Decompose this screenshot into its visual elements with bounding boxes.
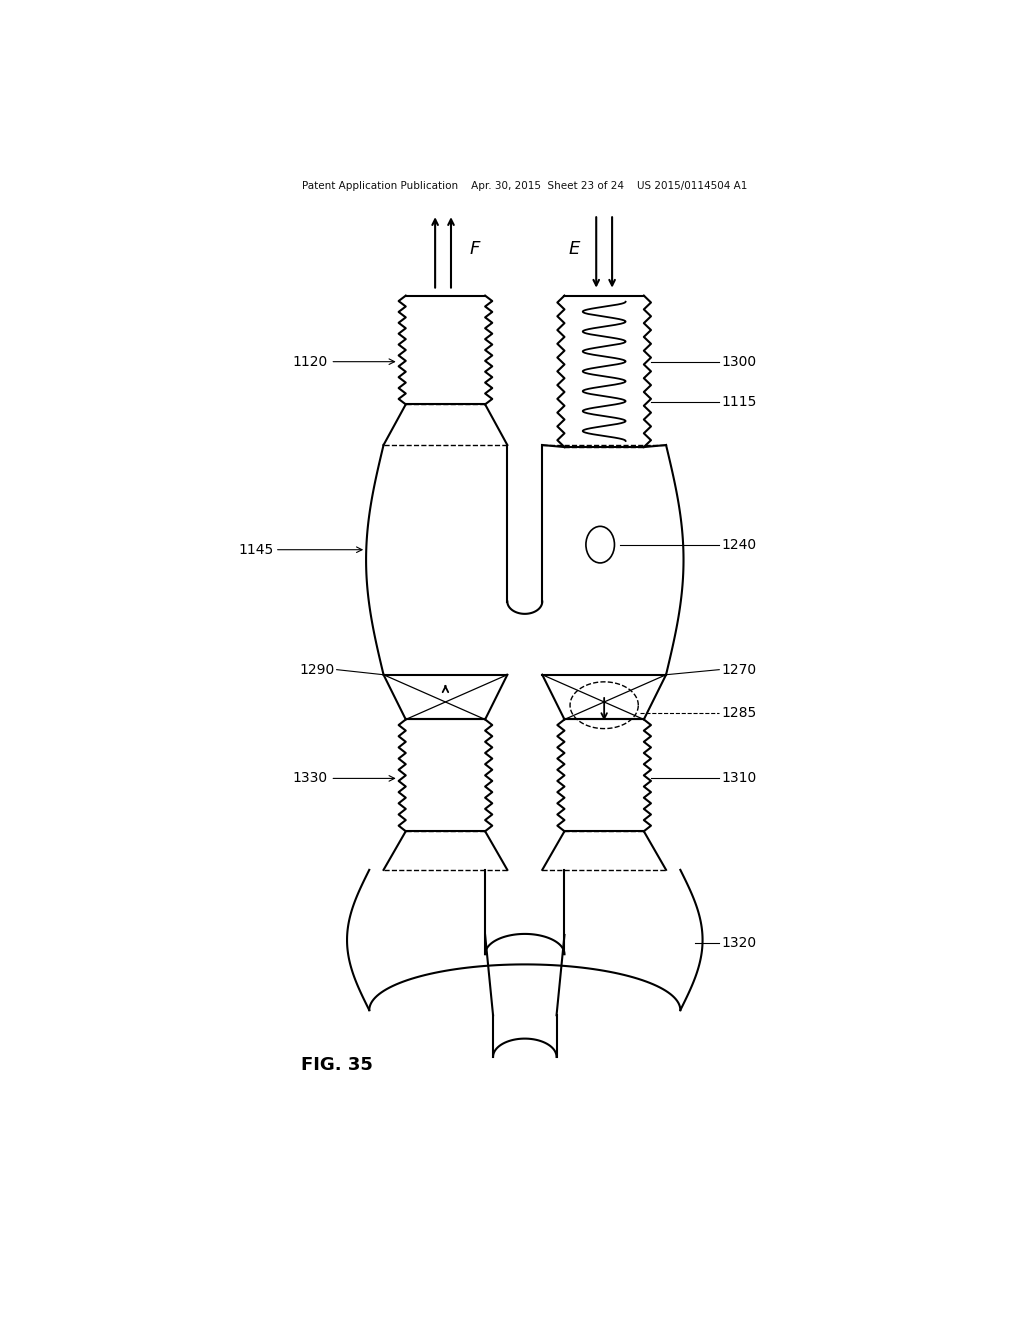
Text: 1285: 1285 <box>722 706 757 721</box>
Text: FIG. 35: FIG. 35 <box>301 1056 373 1074</box>
Text: 1290: 1290 <box>299 663 334 677</box>
Text: F: F <box>469 240 479 259</box>
Text: 1120: 1120 <box>293 355 328 368</box>
Text: Patent Application Publication    Apr. 30, 2015  Sheet 23 of 24    US 2015/01145: Patent Application Publication Apr. 30, … <box>302 181 748 191</box>
Text: 1145: 1145 <box>238 543 273 557</box>
Text: E: E <box>569 240 581 259</box>
Text: 1270: 1270 <box>722 663 757 677</box>
Text: 1320: 1320 <box>722 936 757 950</box>
Text: 1310: 1310 <box>722 771 757 785</box>
Text: 1240: 1240 <box>722 537 757 552</box>
Text: 1300: 1300 <box>722 355 757 368</box>
Text: 1330: 1330 <box>293 771 328 785</box>
Text: 1115: 1115 <box>722 395 757 409</box>
